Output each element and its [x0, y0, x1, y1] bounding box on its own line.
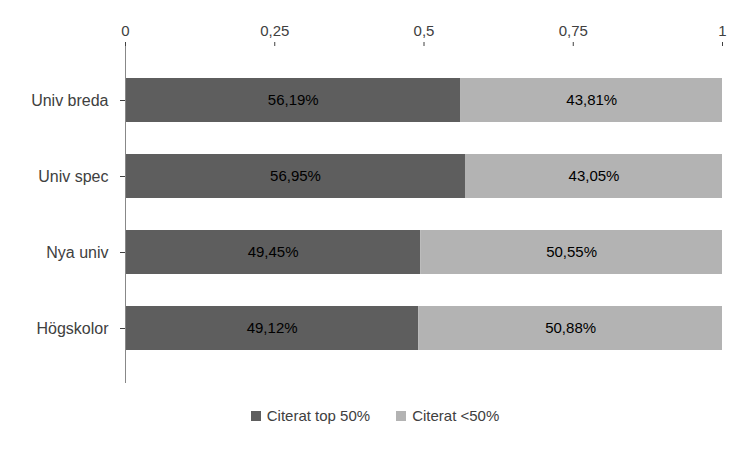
- svg-text:0,75: 0,75: [559, 22, 588, 39]
- svg-text:0,25: 0,25: [260, 22, 289, 39]
- svg-text:Univ breda: Univ breda: [31, 92, 108, 109]
- svg-text:50,88%: 50,88%: [545, 319, 596, 336]
- svg-text:49,45%: 49,45%: [248, 243, 299, 260]
- svg-text:50,55%: 50,55%: [546, 243, 597, 260]
- svg-text:Nya univ: Nya univ: [46, 244, 108, 261]
- svg-text:43,05%: 43,05%: [569, 167, 620, 184]
- svg-text:56,19%: 56,19%: [268, 91, 319, 108]
- svg-text:Högskolor: Högskolor: [36, 320, 109, 337]
- html-text:Citerat top 50%: Citerat top 50%: [266, 407, 371, 424]
- svg-text:56,95%: 56,95%: [270, 167, 321, 184]
- svg-text:Univ spec: Univ spec: [38, 168, 108, 185]
- svg-text:49,12%: 49,12%: [247, 319, 298, 336]
- svg-text:43,81%: 43,81%: [566, 91, 617, 108]
- html-text:Citerat <50%: Citerat <50%: [412, 407, 500, 424]
- svg-text:0,5: 0,5: [414, 22, 435, 39]
- svg-text:0: 0: [121, 22, 129, 39]
- svg-text:1: 1: [718, 22, 726, 39]
